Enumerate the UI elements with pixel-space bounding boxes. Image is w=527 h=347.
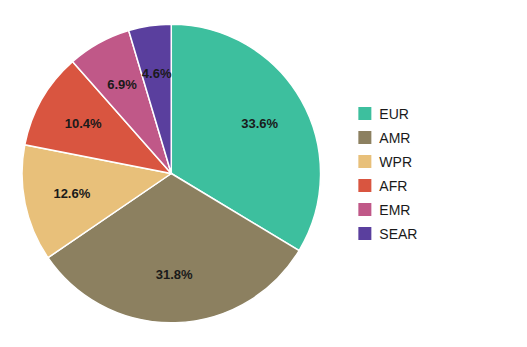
data-labels: 33.6% 31.8% 12.6% 10.4% 6.9% 4.6% [53,66,278,283]
legend-swatch [358,131,371,144]
legend-label: EMR [379,202,410,218]
legend-swatch [358,203,371,216]
legend-swatch [358,107,371,120]
pie-slice [129,24,172,173]
legend: EUR AMR WPR AFR EMR SEAR [358,106,417,242]
legend-item: WPR [358,154,412,170]
data-label: 33.6% [241,116,278,131]
legend-item: SEAR [358,226,417,242]
legend-label: EUR [379,106,409,122]
chart: 33.6% 31.8% 12.6% 10.4% 6.9% 4.6% EUR AMR WPR AFR… [0,0,527,347]
data-label: 12.6% [53,186,90,201]
legend-swatch [358,179,371,192]
legend-swatch [358,227,371,240]
legend-label: AMR [379,130,410,146]
data-label: 10.4% [65,116,102,131]
data-label: 6.9% [107,77,137,92]
pie-slice [48,174,299,323]
data-label: 31.8% [156,267,193,282]
legend-label: SEAR [379,226,417,242]
pie [22,24,321,323]
legend-item: EUR [358,106,409,122]
legend-swatch [358,155,371,168]
legend-item: EMR [358,202,410,218]
legend-item: AMR [358,130,410,146]
legend-label: AFR [379,178,407,194]
legend-item: AFR [358,178,407,194]
data-label: 4.6% [142,66,172,81]
legend-label: WPR [379,154,412,170]
